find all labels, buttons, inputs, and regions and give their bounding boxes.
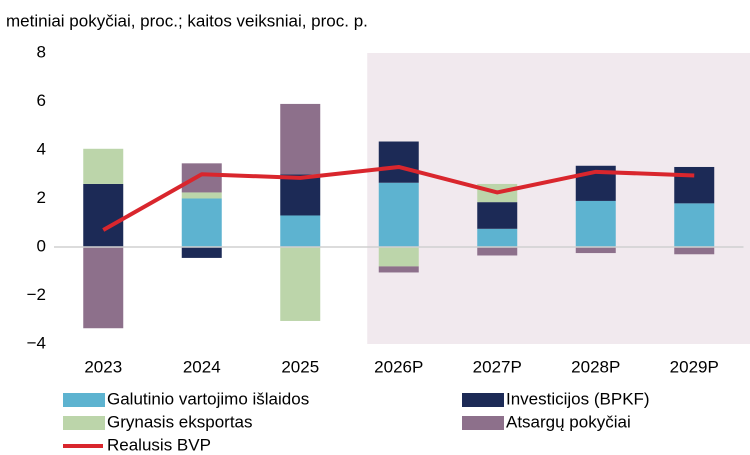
bar-segment (674, 247, 715, 255)
x-tick-label: 2026P (374, 357, 423, 376)
bar-segment (181, 163, 222, 193)
chart-subtitle: metiniai pokyčiai, proc.; kaitos veiksni… (6, 11, 368, 30)
bar-segment (477, 247, 518, 256)
legend-label: Grynasis eksportas (107, 412, 253, 431)
bar-segment (83, 247, 124, 329)
legend-label: Atsargų pokyčiai (506, 412, 631, 431)
x-tick-label: 2023 (84, 357, 122, 376)
bar-segment (674, 203, 715, 247)
bar-segment (280, 247, 321, 321)
y-tick-label: 2 (37, 188, 46, 207)
x-tick-label: 2029P (670, 357, 719, 376)
x-tick-label: 2027P (473, 357, 522, 376)
bar-segment (575, 247, 616, 254)
bar-segment (378, 182, 419, 247)
bar-segment (477, 228, 518, 247)
y-tick-label: 0 (37, 236, 46, 255)
legend-swatch (63, 416, 105, 430)
line-series (102, 164, 695, 232)
y-tick-label: 4 (37, 139, 46, 158)
bar-segment (378, 266, 419, 273)
bar-segment (280, 215, 321, 247)
bar-segment (181, 198, 222, 247)
bar-segment (674, 166, 715, 204)
bar-segment (181, 192, 222, 199)
y-tick-label: −4 (27, 333, 46, 352)
bar-segment (378, 247, 419, 267)
y-tick-label: −2 (27, 285, 46, 304)
legend-swatch (462, 416, 504, 430)
legend-label: Investicijos (BPKF) (506, 389, 650, 408)
legend-swatch (462, 393, 504, 407)
y-tick-label: 8 (37, 42, 46, 61)
legend-swatch (63, 393, 105, 407)
bar-segment (575, 200, 616, 247)
bar-segment (83, 148, 124, 184)
x-tick-label: 2024 (183, 357, 221, 376)
x-tick-label: 2028P (571, 357, 620, 376)
bar-segment (181, 247, 222, 258)
legend-label: Realusis BVP (107, 435, 211, 454)
bar-segment (477, 202, 518, 229)
bar-segment (280, 103, 321, 175)
bar-segment (83, 183, 124, 247)
legend-label: Galutinio vartojimo išlaidos (107, 389, 309, 408)
bar-segment (378, 141, 419, 183)
bar-segment (280, 174, 321, 216)
x-tick-label: 2025 (281, 357, 319, 376)
y-tick-label: 6 (37, 91, 46, 110)
